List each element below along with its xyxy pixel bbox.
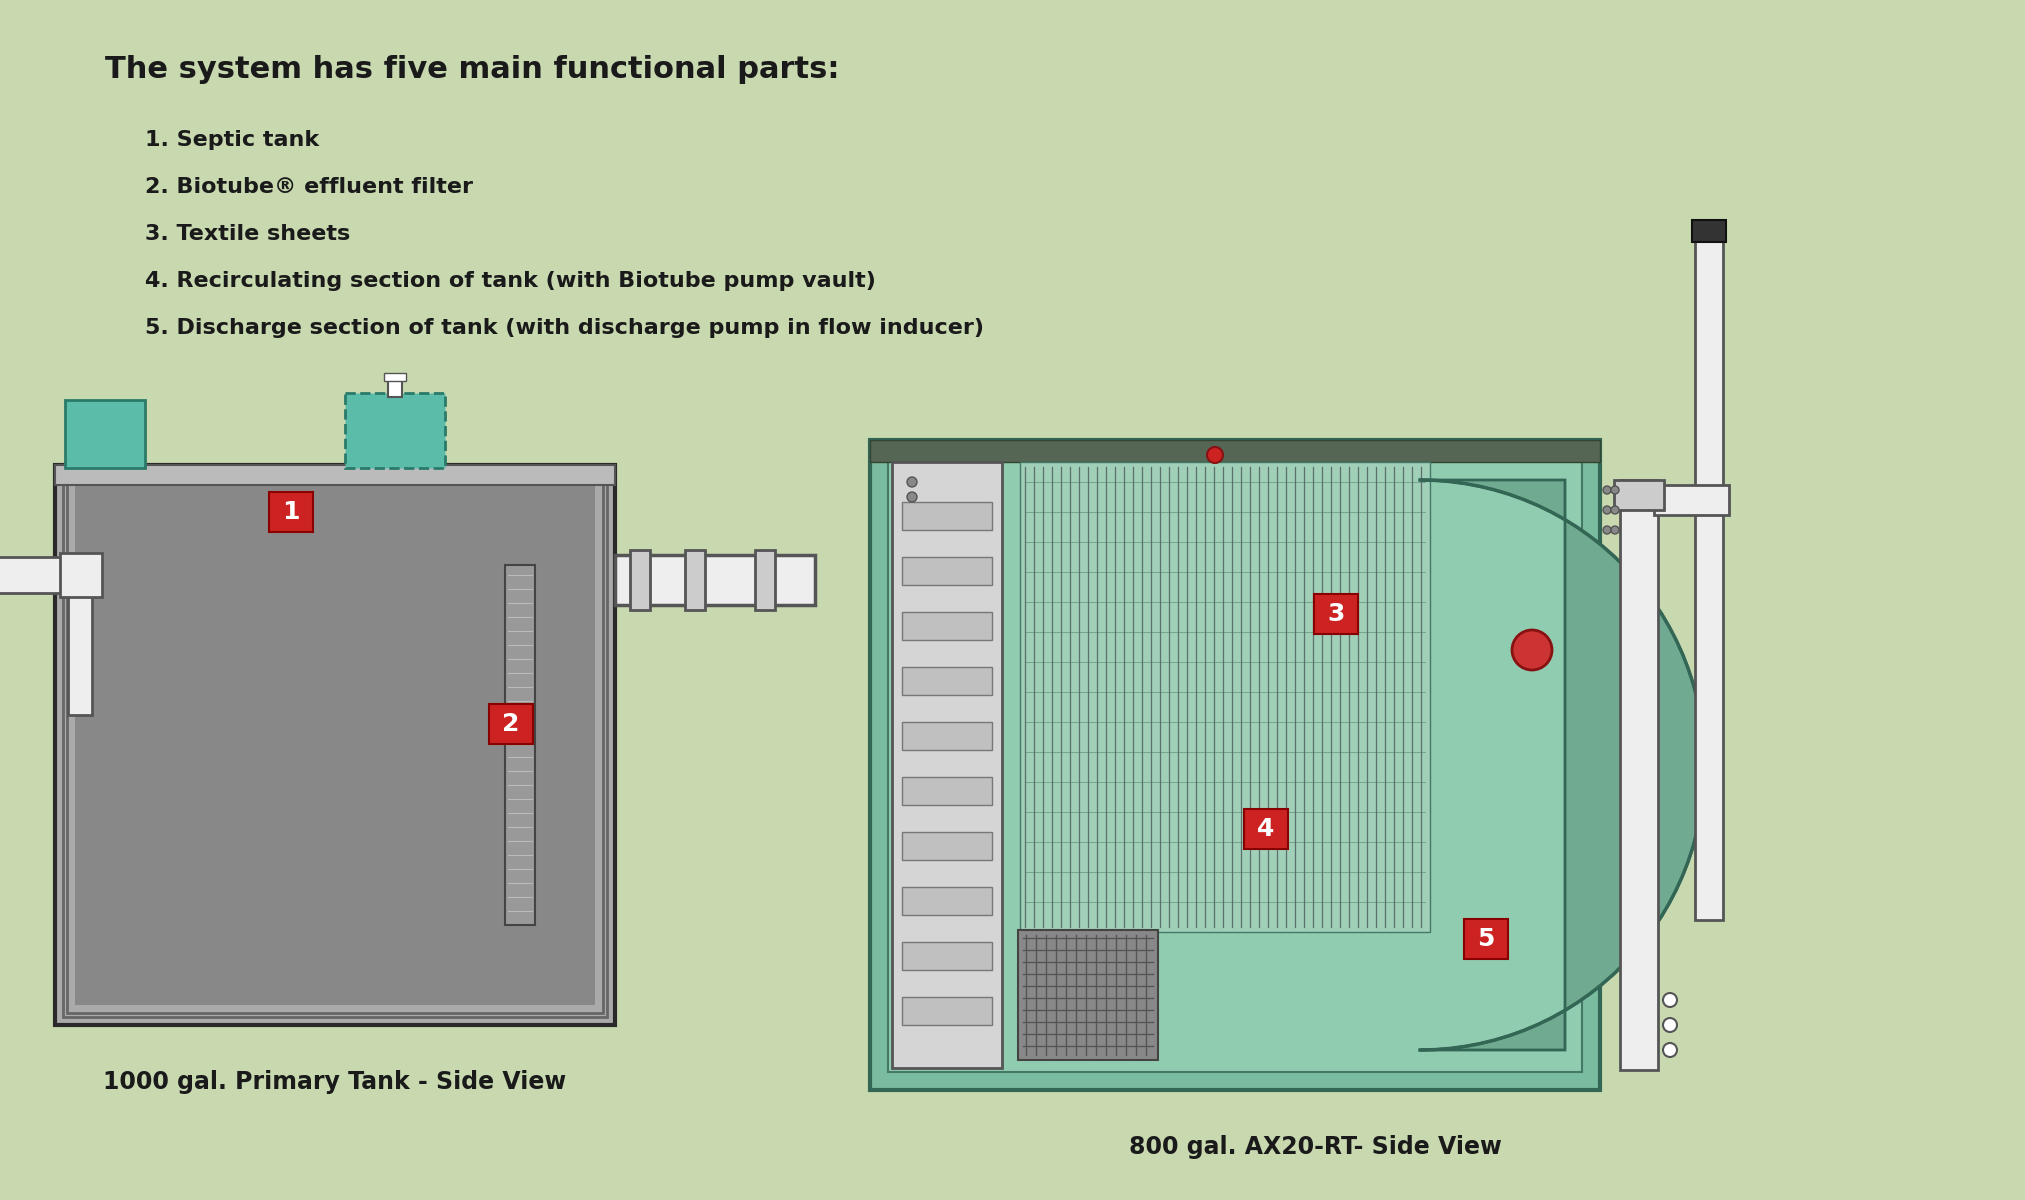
Text: 1000 gal. Primary Tank - Side View: 1000 gal. Primary Tank - Side View: [103, 1070, 567, 1094]
Bar: [755, 550, 776, 610]
Circle shape: [1663, 1043, 1677, 1057]
Bar: [901, 502, 992, 530]
Circle shape: [1663, 1018, 1677, 1032]
Circle shape: [1663, 994, 1677, 1007]
Circle shape: [1612, 486, 1620, 494]
Polygon shape: [1420, 480, 1705, 1050]
FancyBboxPatch shape: [1243, 809, 1288, 850]
Text: 800 gal. AX20-RT- Side View: 800 gal. AX20-RT- Side View: [1128, 1135, 1501, 1159]
Circle shape: [1513, 630, 1551, 670]
FancyBboxPatch shape: [1314, 594, 1359, 634]
Bar: [389, 377, 403, 397]
Bar: [901, 942, 992, 970]
FancyBboxPatch shape: [1464, 919, 1509, 959]
Bar: [901, 832, 992, 860]
Bar: [1620, 480, 1658, 1070]
Bar: [1019, 930, 1158, 1060]
FancyBboxPatch shape: [488, 704, 533, 744]
Text: 1: 1: [281, 500, 300, 524]
Bar: [901, 722, 992, 750]
Text: 5: 5: [1478, 926, 1494, 950]
Bar: [0, 557, 71, 593]
Bar: [61, 553, 101, 596]
Bar: [891, 462, 1002, 1068]
Bar: [616, 554, 814, 605]
Circle shape: [1612, 526, 1620, 534]
Bar: [889, 458, 1582, 1072]
Bar: [504, 565, 535, 925]
Text: 2: 2: [502, 712, 520, 736]
Bar: [1654, 485, 1729, 515]
Bar: [901, 997, 992, 1025]
Circle shape: [907, 476, 917, 487]
Circle shape: [907, 492, 917, 502]
Bar: [1021, 462, 1430, 932]
Bar: [385, 373, 405, 382]
Circle shape: [1604, 526, 1612, 534]
Bar: [901, 887, 992, 914]
Bar: [344, 392, 446, 468]
Circle shape: [1612, 506, 1620, 514]
Bar: [1695, 220, 1723, 920]
Bar: [55, 464, 616, 485]
Text: 2. Biotube® effluent filter: 2. Biotube® effluent filter: [146, 176, 474, 197]
FancyBboxPatch shape: [269, 492, 314, 532]
Text: 3. Textile sheets: 3. Textile sheets: [146, 224, 350, 244]
Text: 4. Recirculating section of tank (with Biotube pump vault): 4. Recirculating section of tank (with B…: [146, 271, 877, 290]
Bar: [871, 440, 1600, 1090]
Text: 3: 3: [1326, 602, 1345, 626]
Text: 4: 4: [1258, 817, 1274, 841]
Text: The system has five main functional parts:: The system has five main functional part…: [105, 55, 840, 84]
Bar: [901, 557, 992, 584]
Circle shape: [1604, 506, 1612, 514]
Bar: [901, 667, 992, 695]
Bar: [684, 550, 705, 610]
Circle shape: [1604, 486, 1612, 494]
Bar: [55, 464, 616, 1025]
Circle shape: [1207, 446, 1223, 463]
Bar: [901, 778, 992, 805]
Bar: [75, 485, 595, 1006]
Bar: [63, 473, 608, 1018]
Text: 5. Discharge section of tank (with discharge pump in flow inducer): 5. Discharge section of tank (with disch…: [146, 318, 984, 338]
Bar: [1693, 220, 1725, 242]
Bar: [67, 476, 603, 1013]
Bar: [1614, 480, 1665, 510]
Bar: [871, 440, 1600, 462]
Text: 1. Septic tank: 1. Septic tank: [146, 130, 320, 150]
Bar: [630, 550, 650, 610]
Bar: [65, 400, 146, 468]
Bar: [901, 612, 992, 640]
Bar: [69, 595, 91, 715]
